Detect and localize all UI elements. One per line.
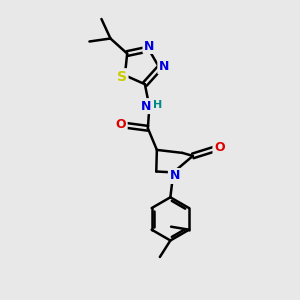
Text: S: S — [117, 70, 127, 84]
Text: N: N — [141, 100, 151, 112]
Text: O: O — [116, 118, 126, 131]
Text: H: H — [153, 100, 162, 110]
Text: N: N — [144, 40, 154, 52]
Text: O: O — [214, 141, 225, 154]
Text: N: N — [169, 169, 180, 182]
Text: N: N — [159, 60, 169, 73]
